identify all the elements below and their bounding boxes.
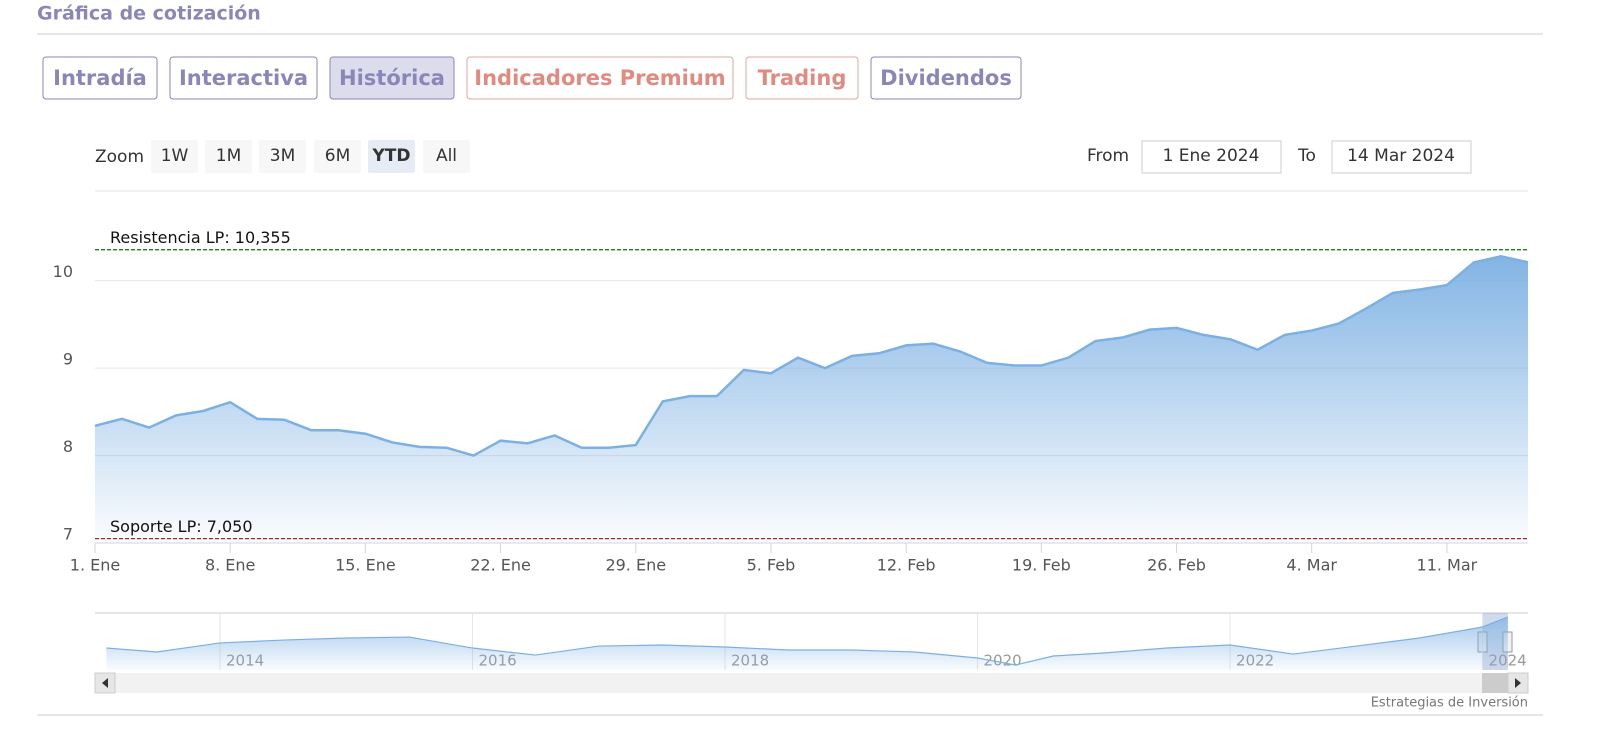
plot-line-label: Resistencia LP: 10,355 xyxy=(110,228,291,247)
x-tick-label: 19. Feb xyxy=(1012,556,1071,575)
y-tick-label: 10 xyxy=(53,262,73,281)
zoom-button[interactable] xyxy=(151,140,198,173)
zoom-button-label: 1W xyxy=(161,146,189,166)
date-input[interactable] xyxy=(1141,140,1282,174)
navigator-area xyxy=(106,617,1508,670)
tab[interactable] xyxy=(329,56,455,100)
y-tick-label: 7 xyxy=(63,525,73,544)
zoom-button-label: 3M xyxy=(270,146,295,166)
tab-label: Trading xyxy=(758,66,847,90)
tab-label: Intradía xyxy=(53,66,147,90)
tab[interactable] xyxy=(466,56,734,100)
scrollbar xyxy=(95,673,1528,693)
tab-label: Dividendos xyxy=(880,66,1012,90)
plot-line-label: Soporte LP: 7,050 xyxy=(110,517,253,536)
credit: Estrategias de Inversión xyxy=(1371,696,1528,711)
date-input[interactable] xyxy=(1331,140,1472,174)
tab-label: Interactiva xyxy=(179,66,308,90)
scroll-thumb[interactable] xyxy=(1482,673,1508,693)
zoom-button[interactable] xyxy=(259,140,306,173)
zoom-button-label: 1M xyxy=(216,146,241,166)
arrow-icon xyxy=(1515,678,1521,688)
y-tick-label: 8 xyxy=(63,437,73,456)
zoom-button[interactable] xyxy=(368,140,415,173)
x-tick-label: 12. Feb xyxy=(877,556,936,575)
price-line xyxy=(94,254,1529,457)
tab[interactable] xyxy=(870,56,1022,100)
x-tick-label: 22. Ene xyxy=(470,556,531,575)
tab[interactable] xyxy=(745,56,859,100)
zoom-button-label: All xyxy=(436,146,457,166)
zoom-button[interactable] xyxy=(423,140,470,173)
navigator-line xyxy=(106,616,1509,666)
x-tick-label: 26. Feb xyxy=(1147,556,1206,575)
tab[interactable] xyxy=(169,56,318,100)
x-tick-label: 1. Ene xyxy=(70,556,120,575)
x-tick-label: 4. Mar xyxy=(1286,556,1337,575)
x-tick-label: 11. Mar xyxy=(1417,556,1478,575)
zoom-button[interactable] xyxy=(205,140,252,173)
tab-label: Histórica xyxy=(339,66,445,90)
zoom-button-label: YTD xyxy=(371,146,410,166)
tab[interactable] xyxy=(42,56,158,100)
zoom-button-label: 6M xyxy=(325,146,350,166)
x-tick-label: 8. Ene xyxy=(205,556,255,575)
x-tick-label: 29. Ene xyxy=(605,556,666,575)
page-title: Gráfica de cotización xyxy=(37,3,261,25)
to-date: 14 Mar 2024 xyxy=(1347,146,1455,166)
from-label: From xyxy=(1087,146,1129,166)
x-tick-label: 5. Feb xyxy=(747,556,796,575)
arrow-icon xyxy=(102,678,108,688)
zoom-button[interactable] xyxy=(314,140,361,173)
zoom-label: Zoom xyxy=(95,147,144,167)
x-tick-label: 15. Ene xyxy=(335,556,396,575)
tab-label: Indicadores Premium xyxy=(474,66,725,90)
to-label: To xyxy=(1297,146,1316,166)
y-tick-label: 9 xyxy=(63,350,73,369)
area-fill xyxy=(95,256,1528,543)
from-date: 1 Ene 2024 xyxy=(1163,146,1260,166)
